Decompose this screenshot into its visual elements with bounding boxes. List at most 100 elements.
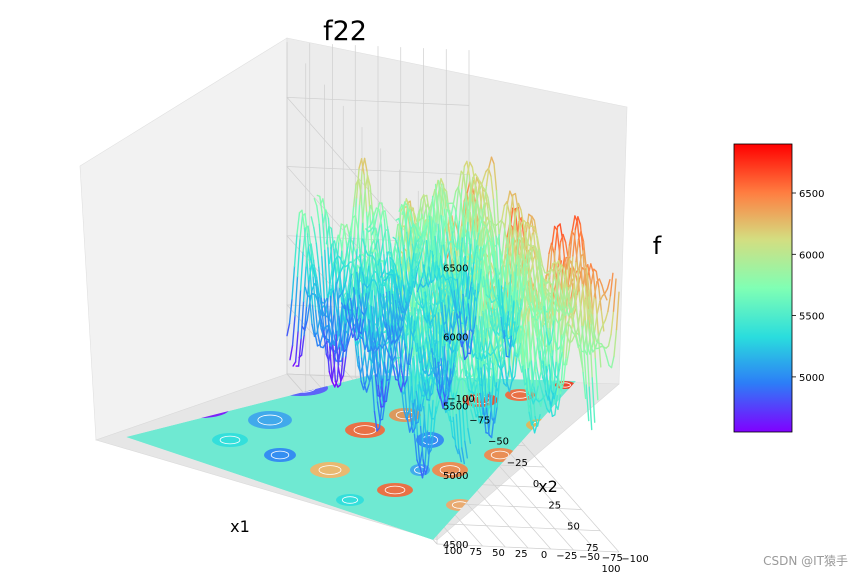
surface-line: [424, 464, 429, 475]
surface-line: [397, 322, 402, 334]
surface-line: [320, 328, 325, 338]
surface-line: [556, 367, 561, 379]
surface-line: [473, 244, 478, 263]
surface-line: [399, 325, 404, 334]
surface-line: [406, 352, 410, 381]
surface-line: [518, 306, 523, 315]
surface-line: [411, 277, 415, 316]
surface-line: [563, 256, 567, 268]
surface-line: [530, 305, 535, 312]
surface-line: [477, 323, 482, 369]
surface-line: [382, 260, 387, 273]
surface-line: [578, 332, 582, 352]
surface-line: [483, 364, 488, 409]
surface-line: [425, 337, 430, 358]
surface-line: [465, 271, 470, 298]
surface-line: [389, 257, 394, 296]
surface-line: [413, 264, 418, 280]
surface-line: [529, 233, 534, 251]
surface-line: [500, 285, 505, 332]
surface-line: [504, 246, 509, 282]
surface-line: [453, 390, 458, 400]
surface-line: [350, 297, 354, 325]
surface-line: [413, 213, 418, 223]
watermark: CSDN @IT猿手: [763, 553, 848, 568]
surface-line: [503, 284, 508, 315]
surface-line: [313, 226, 317, 245]
surface-line: [374, 252, 379, 290]
surface-line: [562, 305, 567, 316]
surface-line: [439, 255, 444, 275]
y-tick-label: −75: [602, 553, 623, 564]
surface-line: [347, 303, 351, 326]
surface-line: [430, 304, 434, 319]
surface-line: [560, 290, 565, 307]
surface-line: [390, 269, 395, 276]
surface-line: [441, 183, 445, 211]
surface-line: [384, 343, 389, 352]
surface-line: [407, 293, 412, 308]
surface-line: [612, 278, 617, 312]
surface-line: [566, 256, 571, 288]
surface-line: [296, 238, 301, 278]
surface-line: [515, 202, 520, 213]
surface-line: [373, 207, 378, 217]
x-tick-label: 75: [586, 543, 599, 554]
surface-line: [363, 306, 368, 317]
surface-line: [467, 428, 472, 444]
surface-line: [362, 188, 366, 224]
surface-line: [339, 304, 343, 348]
surface-line: [581, 283, 586, 322]
x-tick-label: 100: [601, 564, 620, 575]
surface-line: [333, 248, 338, 284]
surface-line: [418, 251, 423, 263]
surface-line: [561, 334, 566, 352]
surface-line: [410, 268, 414, 296]
surface-line: [459, 356, 463, 407]
surface-line: [413, 336, 418, 352]
surface-line: [469, 329, 474, 355]
surface-line: [300, 334, 305, 356]
surface-line: [385, 251, 390, 262]
surface-line: [391, 274, 396, 280]
surface-line: [449, 415, 454, 438]
surface-line: [420, 397, 425, 412]
surface-line: [314, 309, 319, 336]
y-tick-label: −50: [579, 552, 600, 563]
surface-line: [507, 214, 512, 249]
z-tick-label: 5000: [443, 471, 468, 482]
surface-line: [481, 345, 486, 359]
surface-line: [522, 298, 527, 321]
surface-line: [580, 230, 585, 243]
surface-line: [311, 283, 316, 290]
surface-line: [539, 350, 544, 378]
surface-line: [291, 265, 296, 300]
surface-line: [340, 374, 345, 382]
z-tick-label: 6500: [443, 263, 468, 274]
surface-line: [603, 293, 608, 301]
surface-line: [599, 295, 604, 302]
surface-line: [613, 328, 618, 357]
surface-line: [477, 359, 482, 395]
surface-line: [448, 345, 453, 354]
surface-line: [408, 367, 413, 402]
surface-line: [391, 325, 396, 345]
contour-region: [345, 422, 385, 438]
surface-line: [421, 195, 425, 215]
surface-line: [400, 263, 404, 286]
surface-line: [383, 254, 388, 293]
surface-line: [431, 348, 436, 375]
surface-line: [443, 208, 448, 234]
contour-region: [336, 494, 364, 506]
surface-line: [356, 203, 361, 250]
surface-line: [349, 283, 353, 312]
surface-line: [533, 346, 538, 369]
surface-line: [327, 217, 332, 249]
surface-line: [317, 296, 322, 318]
surface-line: [398, 235, 403, 276]
surface-line: [448, 379, 453, 387]
surface-line: [396, 287, 401, 303]
surface-line: [394, 264, 399, 277]
surface-line: [367, 204, 372, 218]
